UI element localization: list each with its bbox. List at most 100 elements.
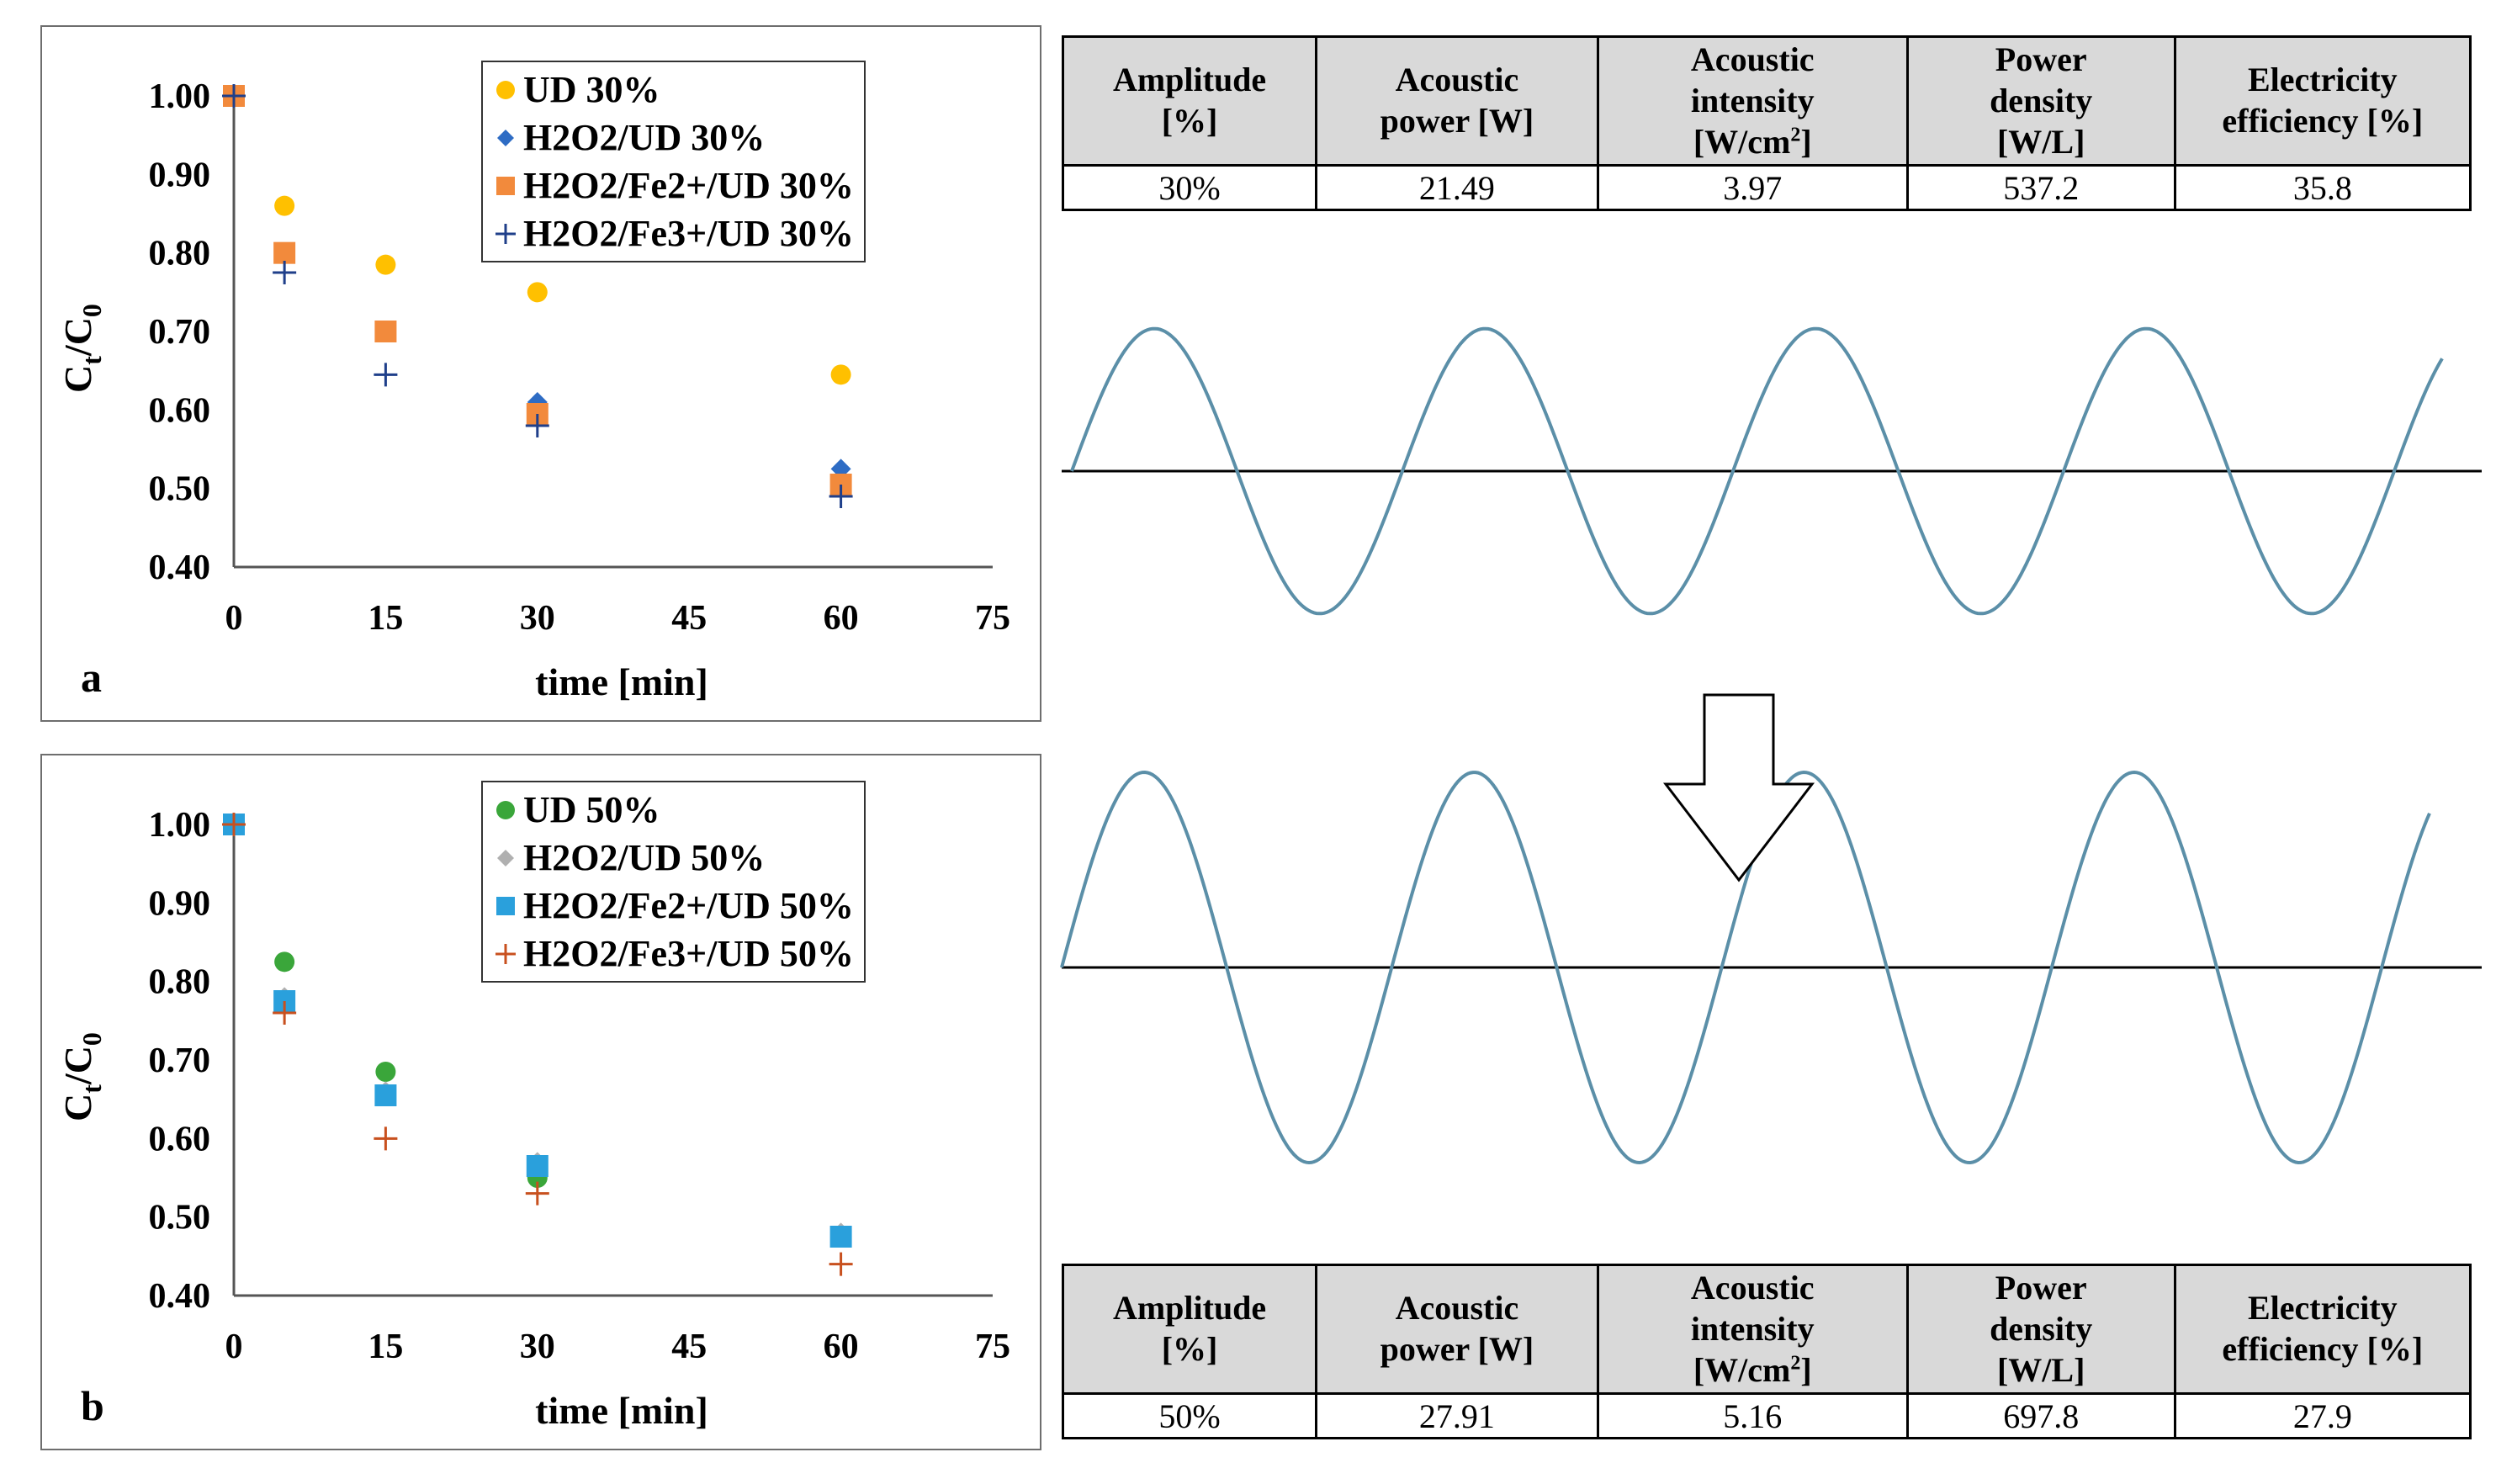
header-amplitude: Amplitude [%] — [1061, 34, 1318, 167]
chart-a-plot: 1.00 0.90 0.80 0.70 0.60 0.50 0.40 0 15 30 45 60 75 t… — [56, 77, 1010, 703]
header-power-density: Power density [W/L] — [1905, 1263, 2176, 1396]
y-tick-label: 0.40 — [149, 549, 211, 587]
x-tick-label: 75 — [975, 599, 1010, 638]
legend-item-h2o2-fe3-ud-50: H2O2/Fe3+/UD 50% — [493, 930, 854, 978]
y-tick-label: 1.00 — [149, 77, 211, 116]
x-tick-label: 0 — [225, 599, 243, 638]
data-point — [273, 1001, 297, 1025]
y-tick-label: 0.80 — [149, 963, 211, 1002]
x-tick-label: 45 — [671, 1328, 707, 1366]
cell-electricity-efficiency: 27.9 — [2173, 1392, 2472, 1440]
legend-item-h2o2-fe2-ud-50: H2O2/Fe2+/UD 50% — [493, 882, 854, 930]
header-power-density: Power density [W/L] — [1905, 34, 2176, 167]
x-tick-label: 60 — [824, 1328, 859, 1366]
top-wave — [1070, 326, 2444, 616]
legend-item-h2o2-fe2-ud-30: H2O2/Fe2+/UD 30% — [493, 162, 854, 209]
data-point — [273, 241, 296, 264]
legend-label: H2O2/Fe2+/UD 30% — [523, 165, 854, 206]
y-tick-label: 0.70 — [149, 1041, 211, 1080]
parameters-table-50: Amplitude [%] Acoustic power [W] Acousti… — [1061, 1263, 2472, 1440]
data-point — [273, 261, 297, 284]
y-tick-label: 0.60 — [149, 1120, 211, 1158]
data-point — [374, 363, 398, 387]
chart-b-plot: 1.00 0.90 0.80 0.70 0.60 0.50 0.40 0 15 30 45 60 75 t… — [56, 806, 1010, 1432]
y-tick-label: 0.50 — [149, 1199, 211, 1238]
cell-amplitude: 30% — [1061, 164, 1318, 212]
legend-item-ud-30: UD 30% — [493, 66, 854, 114]
panel-letter: a — [81, 654, 102, 701]
x-tick-label: 30 — [520, 599, 555, 638]
legend-label: H2O2/Fe2+/UD 50% — [523, 885, 854, 926]
cell-acoustic-power: 21.49 — [1315, 164, 1599, 212]
cell-acoustic-power: 27.91 — [1315, 1392, 1599, 1440]
y-tick-label: 0.90 — [149, 156, 211, 194]
data-point — [525, 1181, 549, 1206]
y-axis-title: Ct/C0 — [56, 1032, 107, 1121]
y-tick-label: 0.90 — [149, 884, 211, 923]
legend-marker-square — [496, 176, 515, 195]
header-electricity-efficiency: Electricity efficiency [%] — [2173, 1263, 2472, 1396]
x-tick-label: 15 — [368, 1328, 403, 1366]
chart-panel-b: 1.00 0.90 0.80 0.70 0.60 0.50 0.40 0 15 30 45 60 75 t… — [40, 754, 1041, 1450]
down-arrow-icon — [1662, 693, 1815, 882]
legend-marker-plus — [495, 223, 516, 244]
data-point — [375, 1062, 396, 1082]
header-acoustic-intensity: Acoustic intensity [W/cm2] — [1596, 1263, 1909, 1396]
series-h2o2-fe3-ud-50- — [222, 813, 853, 1276]
data-point — [527, 282, 548, 303]
header-acoustic-intensity: Acoustic intensity [W/cm2] — [1596, 34, 1909, 167]
data-point — [274, 195, 295, 216]
x-axis-title: time [min] — [535, 1389, 708, 1432]
header-acoustic-power: Acoustic power [W] — [1315, 1263, 1599, 1396]
legend-marker-diamond — [497, 849, 514, 867]
cell-acoustic-intensity: 3.97 — [1596, 164, 1909, 212]
x-tick-label: 30 — [520, 1328, 555, 1366]
legend-item-h2o2-fe3-ud-30: H2O2/Fe3+/UD 30% — [493, 209, 854, 257]
y-tick-label: 1.00 — [149, 806, 211, 845]
legend-label: H2O2/Fe3+/UD 30% — [523, 213, 854, 254]
y-tick-label: 0.80 — [149, 235, 211, 273]
table-header-row: Amplitude [%] Acoustic power [W] Acousti… — [1061, 34, 2472, 167]
y-tick-label: 0.40 — [149, 1277, 211, 1316]
legend-marker-square — [496, 896, 515, 915]
legend-item-h2o2-ud-50: H2O2/UD 50% — [493, 834, 854, 882]
x-tick-label: 75 — [975, 1328, 1010, 1366]
y-tick-label: 0.50 — [149, 470, 211, 509]
legend-marker-circle — [496, 800, 515, 819]
legend-item-ud-50: UD 50% — [493, 786, 854, 834]
series-ud-30- — [224, 86, 851, 385]
data-point — [222, 813, 246, 836]
legend-label: H2O2/UD 30% — [523, 117, 766, 158]
data-point — [222, 84, 246, 108]
legend-marker-diamond — [497, 129, 514, 146]
panel-letter: b — [81, 1382, 104, 1429]
cell-acoustic-intensity: 5.16 — [1596, 1392, 1909, 1440]
y-tick-label: 0.60 — [149, 391, 211, 430]
bottom-wave — [1060, 770, 2431, 1165]
y-axis-title: Ct/C0 — [56, 304, 107, 393]
data-point — [375, 254, 396, 275]
legend-item-h2o2-ud-30: H2O2/UD 30% — [493, 114, 854, 162]
legend-label: UD 50% — [523, 789, 660, 830]
cell-electricity-efficiency: 35.8 — [2173, 164, 2472, 212]
header-amplitude: Amplitude [%] — [1061, 1263, 1318, 1396]
data-point — [830, 364, 851, 385]
data-point — [374, 321, 397, 342]
legend-marker-plus — [495, 943, 516, 964]
x-tick-label: 45 — [671, 599, 707, 638]
legend-b: UD 50% H2O2/UD 50% H2O2/Fe2+/UD 50% H2O2… — [481, 781, 866, 983]
legend-a: UD 30% H2O2/UD 30% H2O2/Fe2+/UD 30% H2O2… — [481, 61, 866, 262]
x-axis-title: time [min] — [535, 660, 708, 703]
x-tick-label: 60 — [824, 599, 859, 638]
data-point — [829, 485, 853, 508]
data-point — [274, 951, 295, 973]
table-row: 50% 27.91 5.16 697.8 27.9 — [1061, 1392, 2472, 1440]
data-point — [829, 1226, 852, 1248]
legend-label: UD 30% — [523, 69, 660, 110]
y-tick-label: 0.70 — [149, 313, 211, 352]
cell-power-density: 697.8 — [1905, 1392, 2176, 1440]
legend-marker-circle — [496, 80, 515, 99]
data-point — [829, 1252, 853, 1276]
data-point — [526, 1155, 548, 1177]
parameters-table-30: Amplitude [%] Acoustic power [W] Acousti… — [1061, 34, 2472, 212]
